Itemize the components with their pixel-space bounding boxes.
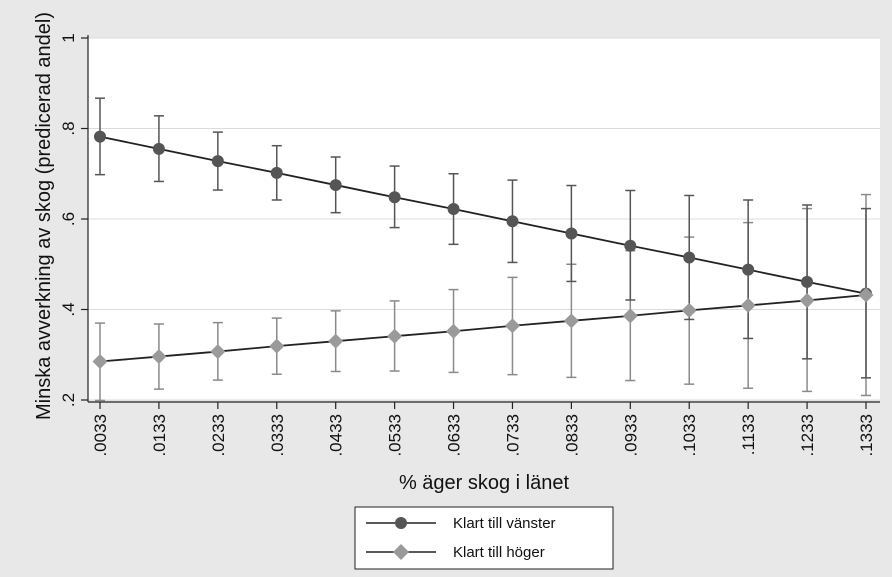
series-line: [99, 135, 867, 295]
legend-box: [354, 506, 614, 570]
data-point-diamond: [563, 313, 579, 329]
x-tick-label: .0933: [621, 414, 640, 457]
data-point-diamond: [740, 297, 756, 313]
data-point-circle: [94, 130, 106, 143]
data-point-diamond: [504, 318, 520, 334]
y-tick-label: .6: [59, 212, 78, 226]
x-tick-label: .0033: [91, 414, 110, 457]
x-axis-title: % äger skog i länet: [399, 472, 570, 494]
series-markers: [92, 130, 874, 370]
y-axis-title: Minska avverkning av skog (predicerad an…: [33, 12, 55, 420]
x-tick-label: .0833: [562, 414, 581, 457]
x-tick-label: .1233: [798, 414, 817, 457]
legend: Klart till vänster Klart till höger: [354, 506, 614, 570]
x-tick-label: .1033: [680, 414, 699, 457]
data-point-diamond: [92, 354, 108, 370]
x-tick-label: .0733: [503, 414, 522, 457]
data-point-circle: [801, 275, 814, 288]
y-tick-label: .4: [59, 302, 78, 316]
x-tick-label: .1333: [857, 414, 876, 457]
data-point-circle: [270, 166, 283, 179]
data-point-circle: [565, 227, 578, 240]
legend-label-right: Klart till höger: [453, 544, 545, 561]
data-point-circle: [506, 215, 519, 228]
data-point-diamond: [151, 349, 167, 365]
series-line: [99, 294, 867, 363]
x-tick-label: .0133: [150, 414, 169, 457]
data-point-diamond: [622, 308, 638, 324]
data-point-circle: [388, 191, 401, 204]
data-point-circle: [742, 263, 755, 276]
x-tick-label: .0333: [268, 414, 287, 457]
data-point-circle: [683, 251, 696, 264]
series-lines: [99, 135, 867, 363]
x-axis-ticks: .0033 .0133 .0233 .0333 .0433 .0533 .0633 .0733…: [91, 402, 876, 457]
data-point-circle: [211, 155, 224, 168]
data-point-circle: [624, 239, 637, 252]
x-tick-label: .0233: [209, 414, 228, 457]
data-point-circle: [152, 142, 165, 155]
data-point-diamond: [269, 338, 285, 354]
data-point-diamond: [328, 333, 344, 349]
y-tick-label: .2: [59, 393, 78, 407]
data-point-diamond: [210, 344, 226, 360]
y-axis-ticks: .2 .4 .6 .8 1: [59, 33, 88, 407]
data-point-diamond: [681, 302, 697, 318]
legend-label-left: Klart till vänster: [453, 515, 556, 532]
data-point-diamond: [799, 292, 815, 308]
y-tick-label: .8: [59, 121, 78, 135]
x-tick-label: .0533: [386, 414, 405, 457]
legend-marker-right: [393, 544, 409, 560]
x-tick-label: .0633: [445, 414, 464, 457]
x-tick-label: .0433: [327, 414, 346, 457]
data-point-circle: [329, 179, 342, 192]
legend-marker-left: [395, 517, 407, 529]
x-tick-label: .1133: [739, 414, 758, 455]
data-point-circle: [447, 203, 460, 216]
y-tick-label: 1: [59, 33, 78, 42]
data-point-diamond: [858, 287, 874, 303]
data-point-diamond: [387, 328, 403, 344]
data-point-diamond: [446, 323, 462, 339]
